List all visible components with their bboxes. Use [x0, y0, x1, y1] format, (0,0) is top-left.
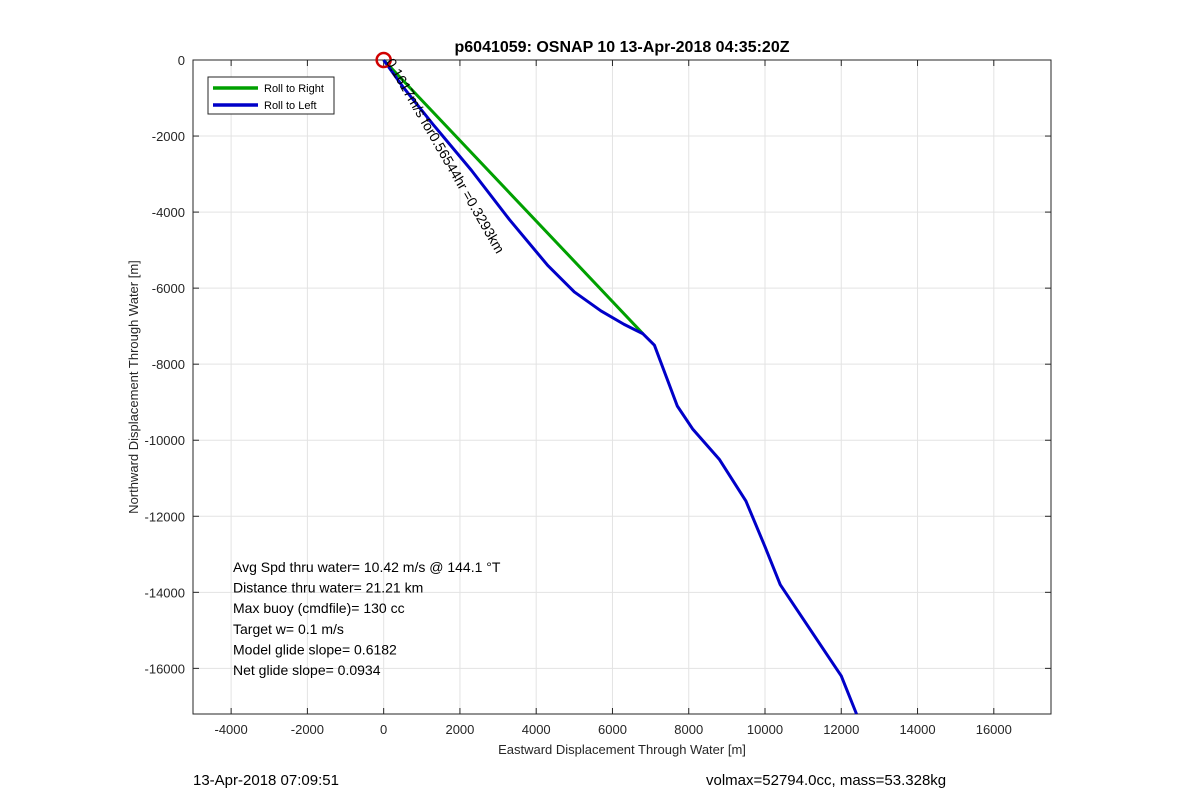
stats-line: Avg Spd thru water= 10.42 m/s @ 144.1 °T	[233, 559, 501, 575]
x-tick-label: -4000	[215, 722, 248, 737]
x-tick-label: 8000	[674, 722, 703, 737]
x-tick-label: 10000	[747, 722, 783, 737]
stats-line: Net glide slope= 0.0934	[233, 662, 381, 678]
series-line-roll-to-right	[382, 58, 645, 335]
stats-line: Distance thru water= 21.21 km	[233, 580, 423, 596]
stats-block: Avg Spd thru water= 10.42 m/s @ 144.1 °T…	[233, 559, 501, 678]
x-axis-label: Eastward Displacement Through Water [m]	[498, 742, 746, 757]
y-tick-label: -10000	[145, 433, 185, 448]
x-tick-label: 14000	[899, 722, 935, 737]
y-tick-label: -8000	[152, 357, 185, 372]
axis-ticks: -4000 -2000 0 2000 4000 6000 8000 10000 12000 140…	[145, 53, 1051, 737]
legend-label: Roll to Right	[264, 83, 324, 95]
plot-frame	[192, 59, 1052, 715]
legend: Roll to Right Roll to Left	[207, 76, 335, 115]
start-marker-circle	[375, 51, 392, 69]
legend-label: Roll to Left	[264, 100, 317, 112]
series-group	[382, 58, 858, 715]
y-tick-label: -4000	[152, 205, 185, 220]
y-axis-label: Northward Displacement Through Water [m]	[126, 260, 141, 514]
x-tick-label: 0	[380, 722, 387, 737]
series-line-roll-to-left	[382, 59, 858, 715]
start-marker-group	[375, 51, 392, 69]
y-tick-label: -14000	[145, 585, 185, 600]
y-tick-label: -2000	[152, 129, 185, 144]
stats-line: Max buoy (cmdfile)= 130 cc	[233, 600, 405, 616]
chart-title: p6041059: OSNAP 10 13-Apr-2018 04:35:20Z	[455, 39, 790, 56]
y-tick-label: -12000	[145, 509, 185, 524]
x-tick-label: -2000	[291, 722, 324, 737]
x-tick-label: 6000	[598, 722, 627, 737]
x-tick-label: 12000	[823, 722, 859, 737]
rotated-annotation: 0.1617m/s for0.56544hr =0.3293km	[383, 56, 508, 256]
x-tick-label: 16000	[976, 722, 1012, 737]
y-tick-label: -16000	[145, 661, 185, 676]
x-tick-label: 4000	[522, 722, 551, 737]
stats-line: Target w= 0.1 m/s	[233, 621, 344, 637]
legend-box	[207, 76, 335, 115]
stats-line: Model glide slope= 0.6182	[233, 641, 397, 657]
x-tick-label: 2000	[445, 722, 474, 737]
y-tick-label: 0	[178, 53, 185, 68]
footer-mass-info: volmax=52794.0cc, mass=53.328kg	[706, 772, 947, 789]
y-tick-label: -6000	[152, 281, 185, 296]
footer-timestamp: 13-Apr-2018 07:09:51	[193, 772, 339, 789]
